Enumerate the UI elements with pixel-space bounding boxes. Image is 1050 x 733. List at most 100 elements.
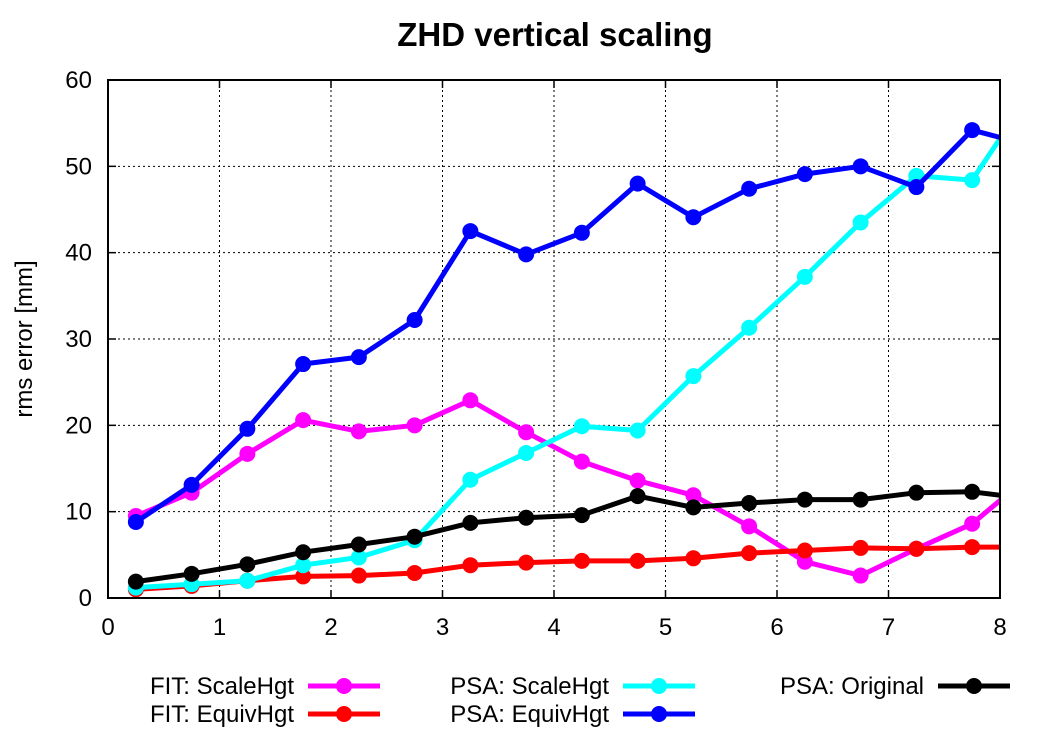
legend-swatch-marker [651, 678, 667, 694]
legend-swatch-marker [651, 706, 667, 722]
data-point-psa-scalehgt [629, 422, 646, 439]
legend-item-psa-scalehgt: PSA: ScaleHgt [450, 673, 695, 700]
x-tick-label: 5 [659, 614, 672, 641]
x-tick-label: 3 [436, 614, 449, 641]
legend-label: FIT: EquivHgt [150, 701, 294, 728]
y-tick-label: 30 [65, 326, 92, 353]
legend-label: FIT: ScaleHgt [150, 673, 294, 700]
data-point-psa-original [295, 544, 312, 561]
data-point-psa-equivhgt [573, 224, 590, 241]
data-point-psa-original [852, 491, 869, 508]
chart-title: ZHD vertical scaling [397, 16, 712, 53]
data-point-psa-original [741, 495, 758, 512]
data-point-fit-equivhgt [518, 554, 535, 571]
data-point-psa-scalehgt [796, 268, 813, 285]
series-psa-original [127, 483, 1000, 590]
x-tick-label: 6 [770, 614, 783, 641]
data-point-fit-scalehgt [518, 424, 535, 441]
data-point-psa-scalehgt [741, 319, 758, 336]
data-point-psa-equivhgt [127, 514, 144, 531]
y-tick-label: 50 [65, 153, 92, 180]
data-point-fit-scalehgt [573, 453, 590, 470]
data-point-psa-equivhgt [183, 476, 200, 493]
data-point-fit-scalehgt [796, 553, 813, 570]
legend-item-psa-equivhgt: PSA: EquivHgt [450, 701, 695, 728]
data-point-fit-equivhgt [852, 539, 869, 556]
series-layer [127, 89, 1036, 598]
data-point-psa-equivhgt [741, 180, 758, 197]
data-point-psa-original [908, 484, 925, 501]
data-point-psa-original [239, 556, 256, 573]
data-point-psa-equivhgt [406, 312, 423, 329]
data-point-fit-equivhgt [908, 540, 925, 557]
data-point-psa-equivhgt [462, 223, 479, 240]
data-point-psa-original [796, 491, 813, 508]
data-point-fit-equivhgt [573, 552, 590, 569]
tick-labels: 0 1 2 3 4 5 6 7 8 0 10 20 30 40 50 60 [65, 67, 1006, 641]
data-point-psa-original [518, 509, 535, 526]
data-point-psa-scalehgt [852, 214, 869, 231]
data-point-fit-scalehgt [964, 515, 981, 532]
data-point-fit-equivhgt [1020, 539, 1036, 555]
data-point-fit-scalehgt [406, 417, 423, 434]
y-tick-label: 60 [65, 67, 92, 94]
data-point-fit-equivhgt [295, 568, 312, 585]
x-tick-label: 1 [213, 614, 226, 641]
data-point-fit-equivhgt [406, 564, 423, 581]
data-point-fit-scalehgt [741, 518, 758, 535]
legend-label: PSA: EquivHgt [450, 701, 609, 728]
data-point-psa-equivhgt [350, 349, 367, 366]
data-point-fit-scalehgt [350, 423, 367, 440]
data-point-fit-equivhgt [741, 545, 758, 562]
data-point-psa-equivhgt [239, 420, 256, 437]
y-tick-label: 0 [79, 585, 92, 612]
data-point-psa-equivhgt [629, 175, 646, 192]
legend-swatch-marker [966, 678, 982, 694]
data-point-psa-scalehgt [1020, 89, 1036, 105]
data-point-psa-original [183, 565, 200, 582]
data-point-fit-scalehgt [239, 445, 256, 462]
y-axis-label: rms error [mm] [11, 260, 38, 417]
data-point-psa-original [573, 507, 590, 524]
data-point-psa-original [462, 514, 479, 531]
x-tick-label: 7 [882, 614, 895, 641]
data-point-psa-equivhgt [964, 122, 981, 139]
data-point-psa-scalehgt [573, 418, 590, 435]
data-point-fit-scalehgt [295, 412, 312, 429]
data-point-fit-equivhgt [462, 557, 479, 574]
data-point-psa-scalehgt [462, 471, 479, 488]
x-tick-label: 8 [993, 614, 1006, 641]
grid [108, 80, 1000, 598]
data-point-psa-equivhgt [685, 209, 702, 226]
data-point-fit-scalehgt [685, 487, 702, 504]
x-tick-label: 0 [101, 614, 114, 641]
data-point-psa-scalehgt [964, 172, 981, 189]
data-point-fit-equivhgt [350, 567, 367, 584]
data-point-fit-scalehgt [462, 392, 479, 409]
data-point-psa-scalehgt [239, 572, 256, 589]
data-point-fit-equivhgt [796, 542, 813, 559]
data-point-fit-scalehgt [1020, 469, 1036, 485]
data-point-fit-equivhgt [629, 552, 646, 569]
legend-item-fit-scalehgt: FIT: ScaleHgt [150, 673, 380, 700]
data-point-psa-original [629, 488, 646, 505]
legend-item-fit-equivhgt: FIT: EquivHgt [150, 701, 380, 728]
data-point-fit-scalehgt [852, 567, 869, 584]
data-point-psa-original [685, 499, 702, 516]
data-point-psa-scalehgt [350, 549, 367, 566]
y-tick-label: 20 [65, 412, 92, 439]
y-tick-label: 40 [65, 240, 92, 267]
legend-swatch-marker [336, 706, 352, 722]
legend-swatch-marker [336, 678, 352, 694]
data-point-psa-scalehgt [518, 444, 535, 461]
data-point-psa-equivhgt [796, 166, 813, 183]
data-point-psa-equivhgt [1020, 137, 1036, 153]
y-tick-label: 10 [65, 499, 92, 526]
legend-item-psa-original: PSA: Original [780, 673, 1010, 700]
data-point-psa-original [964, 483, 981, 500]
data-point-fit-scalehgt [629, 472, 646, 489]
data-point-psa-original [127, 573, 144, 590]
data-point-psa-scalehgt [685, 368, 702, 385]
data-point-psa-original [406, 528, 423, 545]
